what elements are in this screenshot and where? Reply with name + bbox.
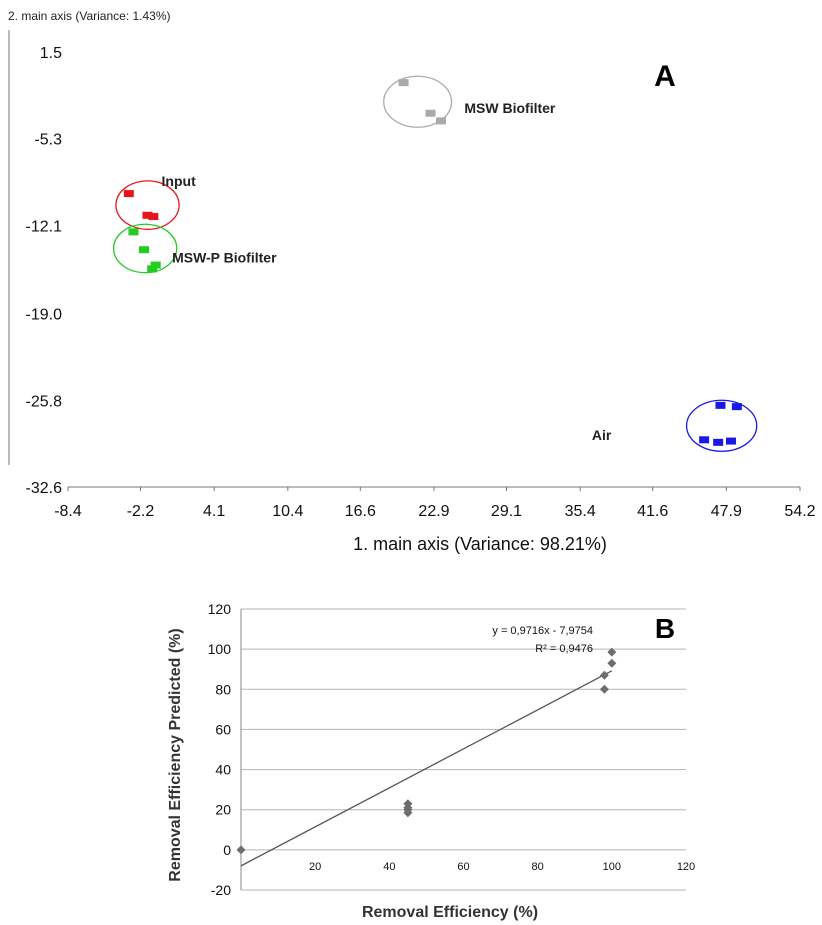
panel-b-x-tick-label: 80 [532,861,544,873]
panel-b-y-tick-label: 0 [223,842,231,858]
data-point [139,246,150,254]
panel-b-y-tick-label: 120 [208,601,232,617]
panel-a-groups: Input MSW-P Biofilter MSW Biofilter Air [112,75,758,452]
panel-a-y-tick-label: 1.5 [40,45,62,62]
panel-b-trendline [240,670,613,867]
panel-b-y-axis-label: Removal Efficiency Predicted (%) [167,628,184,881]
panel-b-x-tick-label: 120 [677,861,695,873]
panel-a-x-tick-label: -2.2 [127,503,155,520]
panel-b-x-tick-label: 40 [383,861,395,873]
panel-b-points [236,647,617,855]
panel-b-y-tick-label: 60 [215,721,231,737]
group-label: Input [162,173,197,189]
panel-a-x-tick-label: 4.1 [203,503,225,520]
panel-a-y-tick-label: -5.3 [34,132,62,149]
panel-b-x-axis-label: Removal Efficiency (%) [362,904,538,921]
panel-a-x-tick-label: 54.2 [784,503,815,520]
panel-b-equation: y = 0,9716x - 7,9754 [492,625,593,637]
data-point [123,190,134,198]
group-input: Input [115,173,197,230]
panel-b-x-tick-label: 100 [603,861,621,873]
panel-a-x-tick-label: 47.9 [711,503,742,520]
panel-b-x-ticks: 20 40 60 80 100 120 [309,861,695,873]
panel-a-y-tick-label: -19.0 [26,307,63,324]
panel-a-pca-plot: 2. main axis (Variance: 1.43%) 1.5 -5.3 -1… [8,9,816,554]
group-ellipse [112,223,178,274]
data-point [128,228,139,236]
group-ellipse [383,75,453,128]
group-msw-p-biofilter: MSW-P Biofilter [112,223,277,274]
data-point [425,109,436,117]
panel-a-y-axis-label: 2. main axis (Variance: 1.43%) [8,9,171,23]
data-point [142,211,153,219]
group-air: Air [592,399,758,452]
panel-a-y-ticks: 1.5 -5.3 -12.1 -19.0 -25.8 -32.6 [26,45,63,497]
group-label: MSW-P Biofilter [172,249,277,265]
data-point [236,845,246,855]
group-label: MSW Biofilter [464,100,556,116]
panel-b-r-squared: R² = 0,9476 [535,643,593,655]
panel-a-x-tick-label: 10.4 [272,503,303,520]
data-point [398,79,409,87]
panel-a-x-ticks: -8.4 -2.2 4.1 10.4 16.6 22.9 29.1 35.4 41.6 47.9 5… [54,487,816,520]
panel-a-x-tick-label: 16.6 [345,503,376,520]
data-point [599,684,609,694]
group-msw-biofilter: MSW Biofilter [383,75,556,128]
data-point [699,436,710,444]
panel-a-x-tick-label: 29.1 [491,503,522,520]
data-point [403,808,413,818]
data-point [607,647,617,657]
panel-b-regression-plot: -20 0 20 40 60 80 100 120 20 40 60 80 100 120 y = 0,… [167,601,695,921]
data-point [726,437,737,445]
panel-a-letter: A [654,60,676,93]
data-point [713,438,724,446]
panel-b-y-tick-label: -20 [211,882,231,898]
panel-b-y-tick-label: 80 [215,681,231,697]
data-point [599,670,609,680]
panel-b-y-tick-label: 100 [208,641,232,657]
data-point [436,117,447,125]
data-point [715,401,726,409]
panel-a-x-tick-label: 22.9 [418,503,449,520]
panel-b-y-tick-label: 20 [215,802,231,818]
data-point [607,658,617,668]
data-point [150,261,161,269]
data-point [148,213,159,221]
group-ellipse [685,399,758,452]
panel-a-y-tick-label: -12.1 [26,218,63,235]
group-label: Air [592,427,612,443]
panel-b-letter: B [655,613,675,644]
data-point [731,403,742,411]
group-ellipse [115,180,180,230]
panel-a-y-tick-label: -25.8 [26,393,63,410]
panel-b-x-tick-label: 20 [309,861,321,873]
data-point [147,265,158,273]
panel-a-x-tick-label: 35.4 [565,503,596,520]
panel-a-y-tick-label: -32.6 [26,480,63,497]
panel-a-x-tick-label: 41.6 [637,503,668,520]
panel-b-gridlines [241,608,686,891]
panel-a-x-axis-label: 1. main axis (Variance: 98.21%) [353,534,607,554]
panel-a-x-tick-label: -8.4 [54,503,82,520]
panel-b-y-tick-label: 40 [215,762,231,778]
panel-b-y-ticks: -20 0 20 40 60 80 100 120 [208,601,232,898]
panel-b-x-tick-label: 60 [457,861,469,873]
